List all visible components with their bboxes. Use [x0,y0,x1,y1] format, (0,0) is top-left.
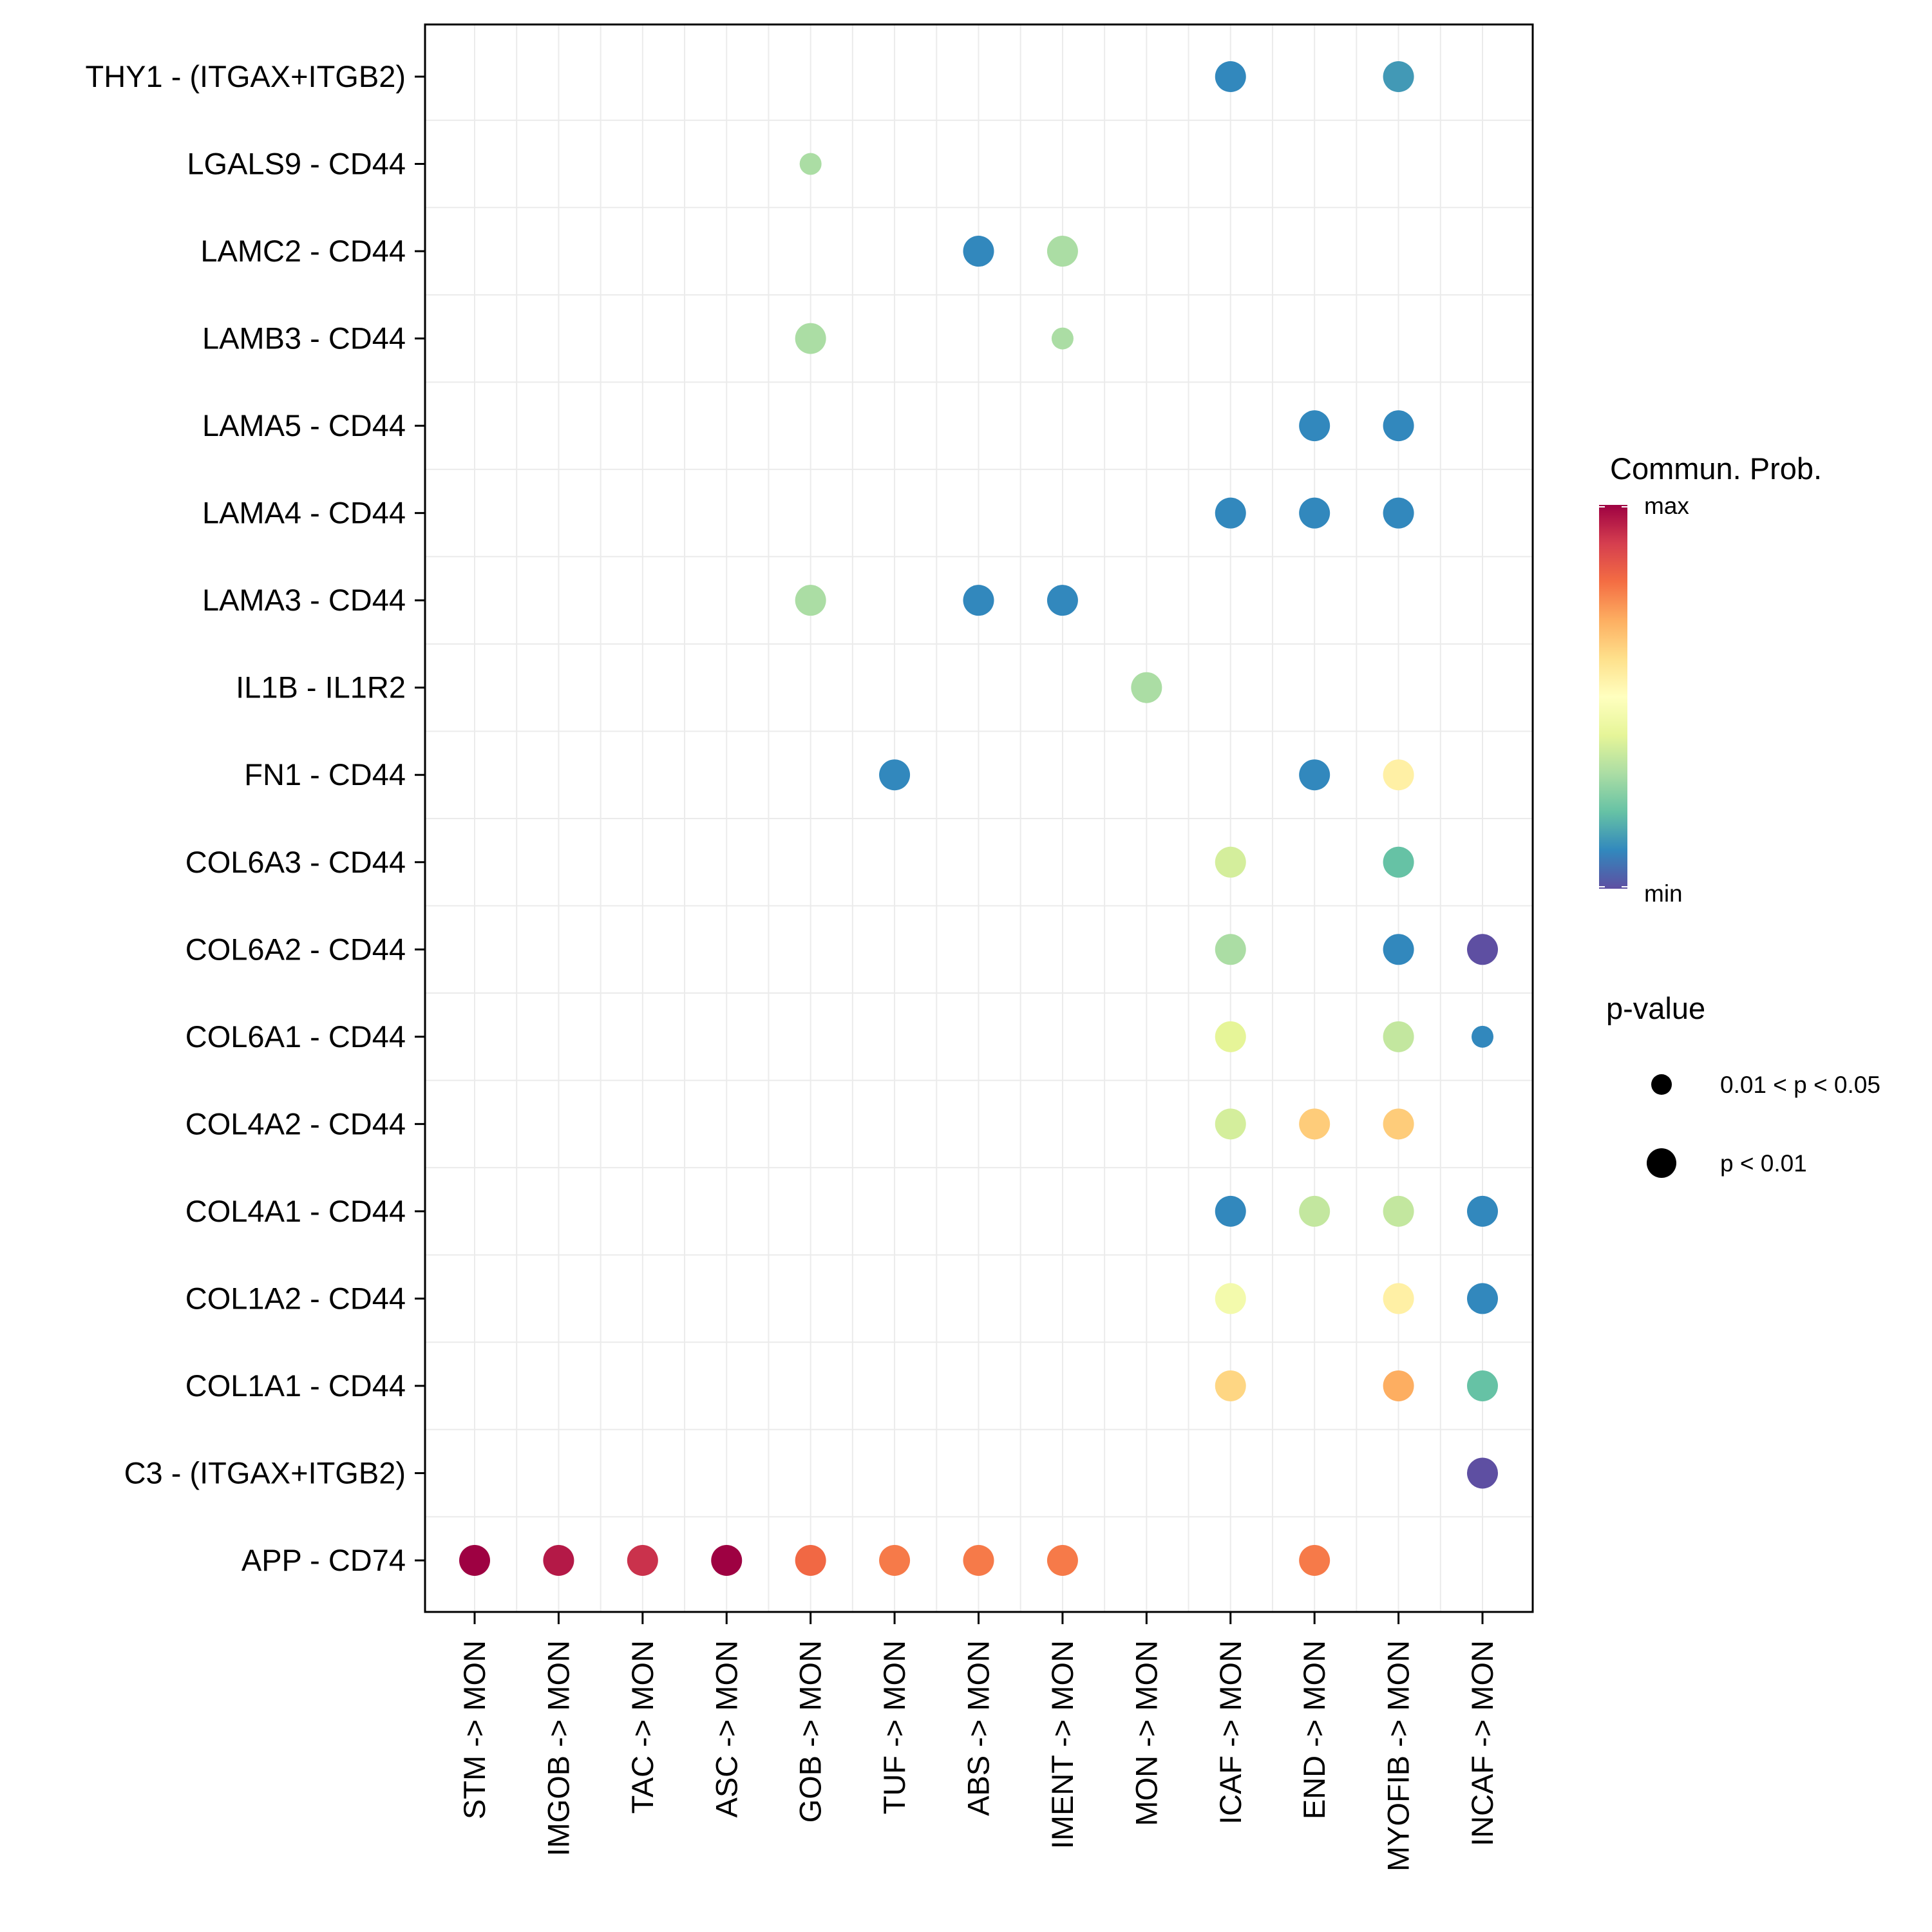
x-tick-label: IMGOB -> MON [541,1640,575,1857]
data-point [543,1545,574,1576]
data-point [711,1545,743,1576]
y-tick-label: COL6A2 - CD44 [185,932,406,966]
data-point [1299,1195,1331,1227]
color-legend-min-label: min [1644,880,1683,907]
y-tick-label: LAMC2 - CD44 [200,234,406,268]
pvalue-legend-label-large: p < 0.01 [1720,1150,1807,1177]
data-point [1299,410,1331,442]
y-tick-label: COL6A3 - CD44 [185,845,406,879]
data-point [1467,1370,1498,1401]
y-tick-label: COL6A1 - CD44 [185,1019,406,1054]
y-tick-label: LGALS9 - CD44 [187,147,406,181]
y-axis: THY1 - (ITGAX+ITGB2) LGALS9 - CD44 LAMC2 -… [86,59,425,1577]
x-tick-label: ASC -> MON [709,1640,743,1818]
data-point [1215,1195,1246,1227]
grid-lines [425,24,1533,1612]
y-tick-label: APP - CD74 [242,1543,406,1577]
data-point [1215,1283,1246,1314]
y-tick-label: FN1 - CD44 [244,757,406,791]
data-point [1383,410,1414,442]
x-tick-label: STM -> MON [457,1640,491,1819]
data-point [1299,497,1331,529]
data-point [1383,61,1414,92]
data-point [1467,1283,1498,1314]
color-bar [1599,505,1627,889]
pvalue-legend: p-value 0.01 < p < 0.05 p < 0.01 [1606,991,1880,1178]
data-point [1299,759,1331,791]
data-point [799,153,822,175]
data-point [1383,1021,1414,1052]
data-point [1215,61,1246,92]
x-tick-label: GOB -> MON [793,1640,828,1823]
y-tick-label: COL1A2 - CD44 [185,1281,406,1315]
data-point [1383,497,1414,529]
data-point [1046,585,1078,616]
data-point [795,323,826,354]
data-points [459,61,1498,1576]
x-axis: STM -> MON IMGOB -> MON TAC -> MON ASC -> M… [457,1612,1499,1871]
color-legend-title: Commun. Prob. [1610,451,1822,486]
data-point [1467,934,1498,965]
data-point [879,1545,911,1576]
color-legend-max-label: max [1644,493,1689,519]
y-tick-label: COL4A2 - CD44 [185,1106,406,1141]
data-point [795,1545,826,1576]
pvalue-legend-title: p-value [1606,991,1705,1025]
data-point [795,585,826,616]
color-legend: Commun. Prob. max min [1599,451,1822,907]
y-tick-label: LAMA5 - CD44 [202,408,406,442]
x-tick-label: INCAF -> MON [1465,1640,1499,1846]
data-point [1131,672,1162,703]
y-tick-label: LAMA3 - CD44 [202,583,406,617]
data-point [1046,1545,1078,1576]
data-point [1383,1108,1414,1140]
data-point [1215,1370,1246,1401]
pvalue-legend-label-small: 0.01 < p < 0.05 [1720,1072,1880,1098]
data-point [963,585,994,616]
x-tick-label: ABS -> MON [961,1640,996,1816]
x-tick-label: ICAF -> MON [1213,1640,1247,1824]
data-point [1383,846,1414,878]
data-point [963,1545,994,1576]
x-tick-label: TUF -> MON [877,1640,911,1814]
data-point [879,759,911,791]
data-point [1215,934,1246,965]
data-point [1299,1108,1331,1140]
data-point [1046,236,1078,267]
data-point [1383,934,1414,965]
data-point [1215,497,1246,529]
y-tick-label: COL1A1 - CD44 [185,1368,406,1403]
data-point [1215,1108,1246,1140]
x-tick-label: MON -> MON [1129,1640,1163,1826]
y-tick-label: THY1 - (ITGAX+ITGB2) [86,59,406,93]
x-tick-label: MYOFIB -> MON [1381,1640,1416,1871]
data-point [1467,1457,1498,1489]
y-tick-label: LAMB3 - CD44 [202,321,406,355]
pvalue-legend-small-dot [1651,1074,1672,1095]
data-point [1383,1283,1414,1314]
y-tick-label: LAMA4 - CD44 [202,496,406,530]
data-point [963,236,994,267]
y-tick-label: C3 - (ITGAX+ITGB2) [124,1455,406,1490]
data-point [1383,1370,1414,1401]
pvalue-legend-large-dot [1647,1148,1676,1178]
data-point [459,1545,490,1576]
data-point [627,1545,658,1576]
x-tick-label: END -> MON [1297,1640,1331,1819]
y-tick-label: IL1B - IL1R2 [236,670,406,705]
x-tick-label: TAC -> MON [625,1640,659,1814]
data-point [1051,327,1074,350]
data-point [1467,1195,1498,1227]
data-point [1215,846,1246,878]
x-tick-label: IMENT -> MON [1045,1640,1079,1849]
data-point [1215,1021,1246,1052]
y-tick-label: COL4A1 - CD44 [185,1194,406,1228]
data-point [1472,1025,1493,1048]
data-point [1383,1195,1414,1227]
data-point [1299,1545,1331,1576]
data-point [1383,759,1414,791]
